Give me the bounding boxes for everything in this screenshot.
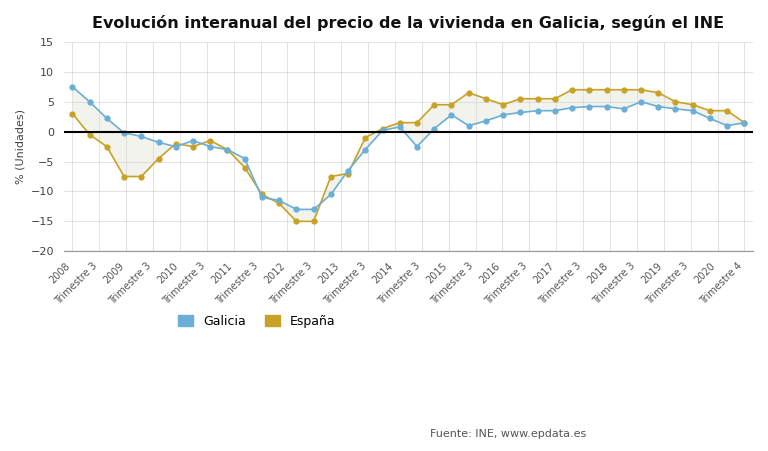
Text: Fuente: INE, www.epdata.es: Fuente: INE, www.epdata.es: [430, 429, 586, 439]
Title: Evolución interanual del precio de la vivienda en Galicia, según el INE: Evolución interanual del precio de la vi…: [92, 15, 724, 31]
Y-axis label: % (Unidades): % (Unidades): [15, 109, 25, 184]
Legend: Galicia, España: Galicia, España: [174, 310, 340, 333]
